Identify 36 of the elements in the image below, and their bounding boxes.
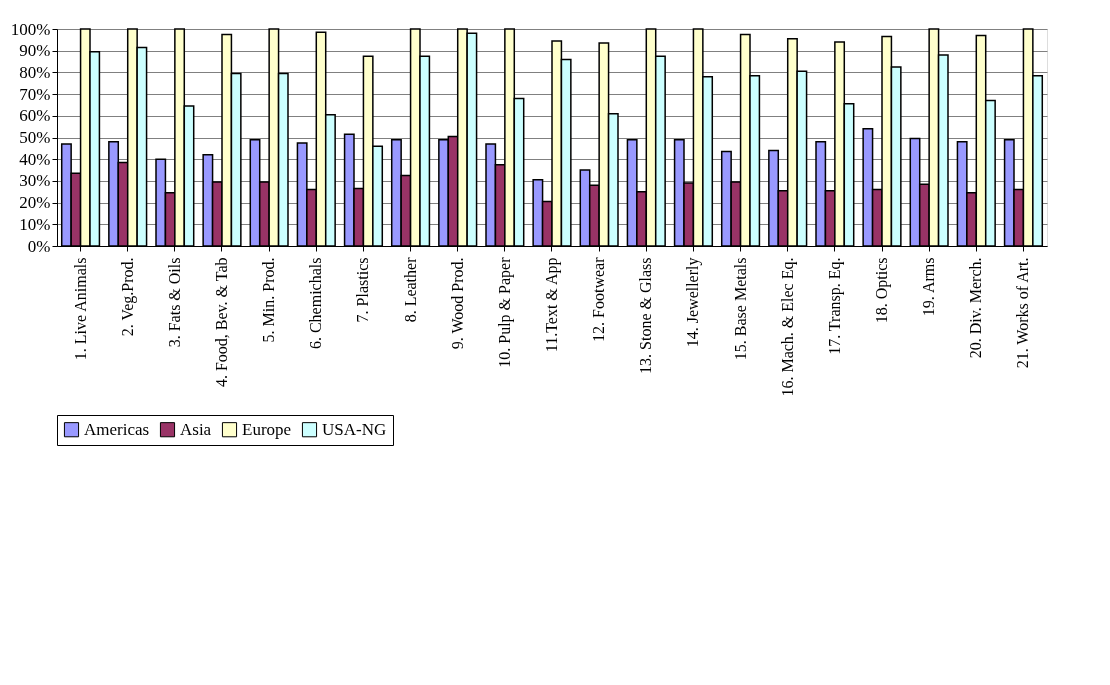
x-tick-label: 5. Min. Prod. xyxy=(260,257,278,343)
x-tick-label: 18. Optics xyxy=(873,257,891,324)
x-tick-label: 1. Live Animals xyxy=(71,257,89,361)
x-tick-label: 6. Chemichals xyxy=(307,257,325,350)
x-tick-label: 13. Stone & Glass xyxy=(637,257,655,374)
x-tick-label: 20. Div. Merch. xyxy=(967,257,985,359)
legend-label: Asia xyxy=(180,419,212,439)
x-tick-label: 14. Jewellerly xyxy=(684,257,703,348)
x-tick-label: 12. Footwear xyxy=(590,256,608,342)
y-tick-label: 100% xyxy=(10,19,51,39)
x-tick-label: 4. Food, Bev. & Tab xyxy=(213,257,230,388)
y-tick-label: 90% xyxy=(19,41,51,61)
x-tick-label: 9. Wood Prod. xyxy=(448,257,466,350)
y-tick-label: 70% xyxy=(19,84,51,104)
legend-label: USA-NG xyxy=(322,419,387,439)
y-tick-label: 80% xyxy=(19,62,51,82)
y-tick-label: 30% xyxy=(19,171,51,191)
x-tick-label: 10. Pulp & Paper xyxy=(495,256,514,368)
x-tick-label: 19. Arms xyxy=(920,257,938,317)
y-tick-label: 0% xyxy=(27,236,51,256)
x-tick-label: 15. Base Metals xyxy=(731,257,749,361)
y-tick-label: 10% xyxy=(19,214,51,234)
legend-label: Americas xyxy=(84,419,150,439)
x-tick-label: 3. Fats & Oils xyxy=(165,257,183,348)
x-tick-label: 17. Transp. Eq. xyxy=(825,257,844,355)
x-tick-label: 2. Veg.Prod. xyxy=(118,257,137,337)
y-tick-label: 60% xyxy=(19,106,51,126)
y-tick-label: 20% xyxy=(19,193,51,213)
x-tick-label: 16. Mach. & Elec Eq. xyxy=(778,257,797,397)
x-tick-label: 21. Works of Art. xyxy=(1014,257,1032,369)
x-tick-label: 7. Plastics xyxy=(354,257,372,323)
y-tick-label: 40% xyxy=(19,149,51,169)
legend-label: Europe xyxy=(242,419,292,439)
y-tick-label: 50% xyxy=(19,128,51,147)
x-tick-label: 8. Leather xyxy=(401,256,419,323)
x-tick-label: 11.Text & App xyxy=(543,257,561,353)
